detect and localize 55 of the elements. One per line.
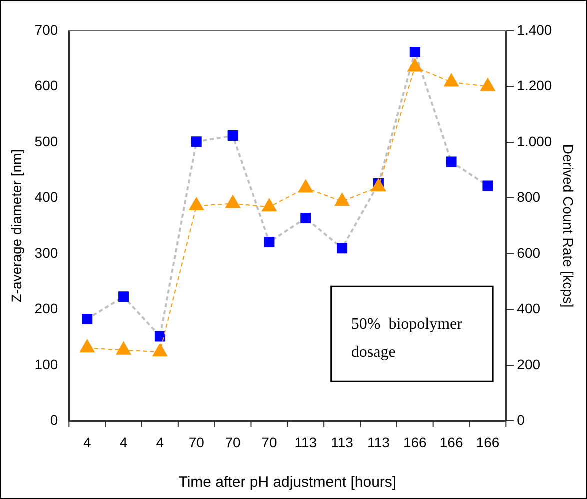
x-tick-label: 166: [440, 434, 464, 450]
y-axis-title: Z-average diameter [nm]: [8, 149, 24, 303]
y-tick-label: 300: [34, 244, 58, 261]
y2-axis-title: Derived Count Rate [kcps]: [560, 144, 577, 308]
y2-tick-label: 400: [517, 300, 541, 317]
y-tick-label: 100: [34, 356, 58, 372]
point: [334, 193, 350, 206]
point: [191, 136, 202, 148]
x-tick-label: 113: [331, 434, 354, 450]
point: [300, 213, 312, 224]
point: [446, 156, 457, 168]
point: [264, 237, 275, 248]
point: [152, 344, 168, 357]
x-tick-label: 113: [368, 434, 390, 450]
point: [228, 130, 238, 142]
y2-tick-label: 800: [517, 189, 541, 206]
annotation: 50% biopolymer dosage: [351, 316, 464, 361]
y-tick-label: 700: [34, 22, 58, 38]
point: [118, 292, 130, 302]
point: [154, 331, 166, 342]
x-axis-title: Time after pH adjustment [hours]: [178, 474, 397, 492]
x-tick-label: 70: [225, 434, 242, 450]
point: [444, 74, 459, 87]
x-tick-label: 166: [403, 434, 428, 450]
y2-tick-label: 0: [517, 412, 526, 428]
y-tick-label: 200: [34, 300, 58, 317]
x-tick-label: 4: [83, 434, 92, 450]
y2-tick-label: 1.000: [517, 133, 552, 150]
y2-tick-label: 1.400: [517, 22, 552, 38]
point: [480, 78, 496, 92]
point: [371, 178, 386, 192]
point: [337, 243, 348, 254]
point: [80, 340, 95, 353]
y-tick-label: 400: [34, 189, 58, 206]
y2-tick-label: 1.200: [517, 78, 552, 94]
point: [298, 180, 314, 193]
point: [262, 198, 277, 212]
y-tick-label: 600: [34, 78, 58, 94]
point: [189, 198, 204, 211]
x-tick-label: 4: [120, 434, 128, 450]
y-tick-label: 500: [34, 133, 58, 150]
point: [410, 46, 420, 58]
point: [408, 58, 423, 72]
x-tick-label: 166: [476, 434, 500, 450]
y2-tick-label: 600: [517, 244, 541, 261]
point: [482, 180, 494, 192]
x-tick-label: 70: [262, 434, 278, 450]
x-tick-label: 4: [156, 434, 164, 450]
y2-tick-label: 200: [517, 356, 541, 372]
point: [226, 195, 240, 208]
x-tick-label: 113: [294, 434, 318, 450]
point: [82, 314, 93, 324]
point: [116, 342, 132, 355]
x-tick-label: 70: [188, 434, 205, 450]
y-tick-label: 0: [50, 412, 58, 428]
